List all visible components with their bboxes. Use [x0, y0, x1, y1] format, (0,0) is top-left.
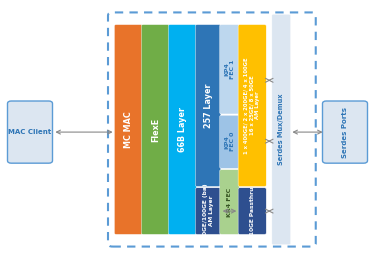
FancyBboxPatch shape: [238, 188, 266, 234]
FancyBboxPatch shape: [220, 170, 239, 234]
Text: Serdes Ports: Serdes Ports: [342, 107, 348, 157]
Text: 1 x 400GE/ 2 x 200GE/ 4 x 100GE
16 x 25GE/ 8 x 50GE
AM Layer: 1 x 400GE/ 2 x 200GE/ 4 x 100GE 16 x 25G…: [244, 57, 261, 154]
Text: KP4
FEC 1: KP4 FEC 1: [224, 60, 235, 79]
Text: 66B Layer: 66B Layer: [178, 107, 187, 152]
FancyBboxPatch shape: [238, 25, 266, 186]
Text: Serdes Mux/Demux: Serdes Mux/Demux: [278, 94, 284, 165]
FancyBboxPatch shape: [220, 25, 239, 114]
Text: FlexE: FlexE: [151, 117, 160, 142]
Text: MC MAC: MC MAC: [124, 111, 133, 148]
Text: KR4 FEC: KR4 FEC: [227, 188, 232, 217]
FancyBboxPatch shape: [220, 115, 239, 168]
FancyBboxPatch shape: [322, 101, 368, 163]
FancyBboxPatch shape: [8, 101, 52, 163]
FancyBboxPatch shape: [272, 14, 291, 245]
Text: 40GE/100GE (ba)
AM Layer: 40GE/100GE (ba) AM Layer: [203, 183, 213, 239]
FancyBboxPatch shape: [168, 25, 196, 234]
FancyBboxPatch shape: [114, 25, 142, 234]
Text: MAC Client: MAC Client: [8, 129, 52, 135]
Text: 10GE Passthru: 10GE Passthru: [250, 187, 255, 235]
Text: 257 Layer: 257 Layer: [204, 83, 213, 128]
FancyBboxPatch shape: [195, 25, 221, 186]
Text: KP4
FEC 0: KP4 FEC 0: [224, 132, 235, 152]
FancyBboxPatch shape: [141, 25, 170, 234]
FancyBboxPatch shape: [195, 188, 221, 234]
